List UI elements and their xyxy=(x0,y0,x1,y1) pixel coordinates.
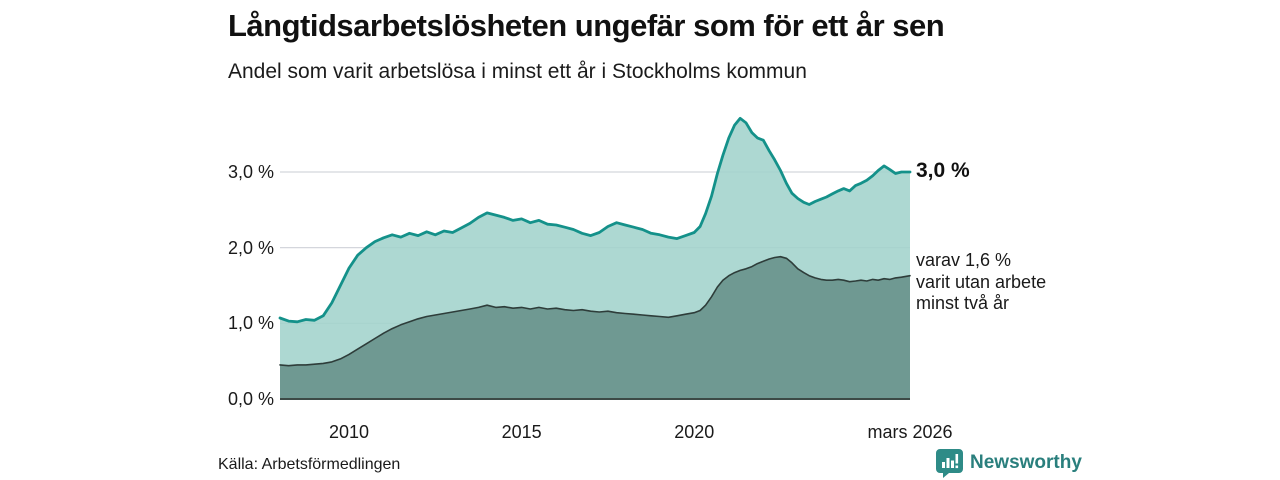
y-axis-tick-label: 1,0 % xyxy=(227,313,274,334)
x-axis-tick-label: 2015 xyxy=(501,422,542,442)
end-label-line-3: minst två år xyxy=(916,293,1010,313)
y-axis-tick-label: 3,0 % xyxy=(227,161,274,182)
x-axis-tick-label: mars 2026 xyxy=(867,422,953,442)
x-axis-tick-label: 2020 xyxy=(674,422,715,442)
end-label-line-2: varit utan arbete xyxy=(916,271,1047,292)
end-value-label-two-year: varav 1,6 % varit utan arbete minst två … xyxy=(916,250,1046,315)
y-axis-tick-label: 2,0 % xyxy=(227,237,274,258)
newsworthy-wordmark: Newsworthy xyxy=(970,452,1082,473)
area-chart xyxy=(278,110,912,400)
y-axis-tick-label: 0,0 % xyxy=(227,389,274,409)
chart-subtitle: Andel som varit arbetslösa i minst ett å… xyxy=(228,60,807,83)
chart-title: Långtidsarbetslösheten ungefär som för e… xyxy=(228,8,945,43)
end-value-label-total: 3,0 % xyxy=(916,159,970,182)
end-label-line-1: varav 1,6 % xyxy=(916,250,1012,270)
source-label: Källa: Arbetsförmedlingen xyxy=(218,456,401,473)
newsworthy-brand: Newsworthy xyxy=(936,448,1082,478)
newsworthy-logo-icon xyxy=(936,449,963,478)
x-axis-tick-label: 2010 xyxy=(329,422,370,442)
